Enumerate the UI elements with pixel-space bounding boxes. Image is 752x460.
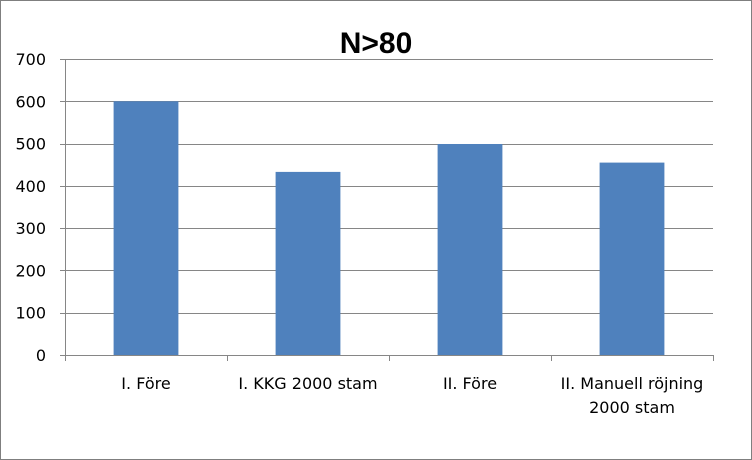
x-axis-categories: I. Före I. KKG 2000 stam II. Före II. Manue… — [121, 374, 703, 417]
y-tick-label: 700 — [15, 50, 46, 69]
bar — [275, 171, 341, 355]
x-category-label: II. Manuell röjning — [561, 374, 704, 393]
x-category-label: II. Före — [443, 374, 497, 393]
y-tick-label: 0 — [36, 346, 46, 365]
y-tick-label: 300 — [15, 219, 46, 238]
bar — [599, 162, 665, 355]
chart-title: N>80 — [340, 27, 413, 60]
y-tick-label: 500 — [15, 135, 46, 154]
y-axis-ticks: 0 100 200 300 400 500 600 700 — [15, 50, 46, 365]
y-tick-label: 100 — [15, 304, 46, 323]
x-category-label: I. Före — [121, 374, 170, 393]
x-category-label: I. KKG 2000 stam — [238, 374, 377, 393]
y-tick-label: 200 — [15, 261, 46, 280]
x-category-label: 2000 stam — [589, 398, 675, 417]
y-tick-label: 400 — [15, 177, 46, 196]
y-tick-label: 600 — [15, 92, 46, 111]
bar — [437, 143, 503, 355]
bar — [113, 101, 179, 356]
axes — [60, 59, 714, 361]
bars — [113, 101, 665, 356]
